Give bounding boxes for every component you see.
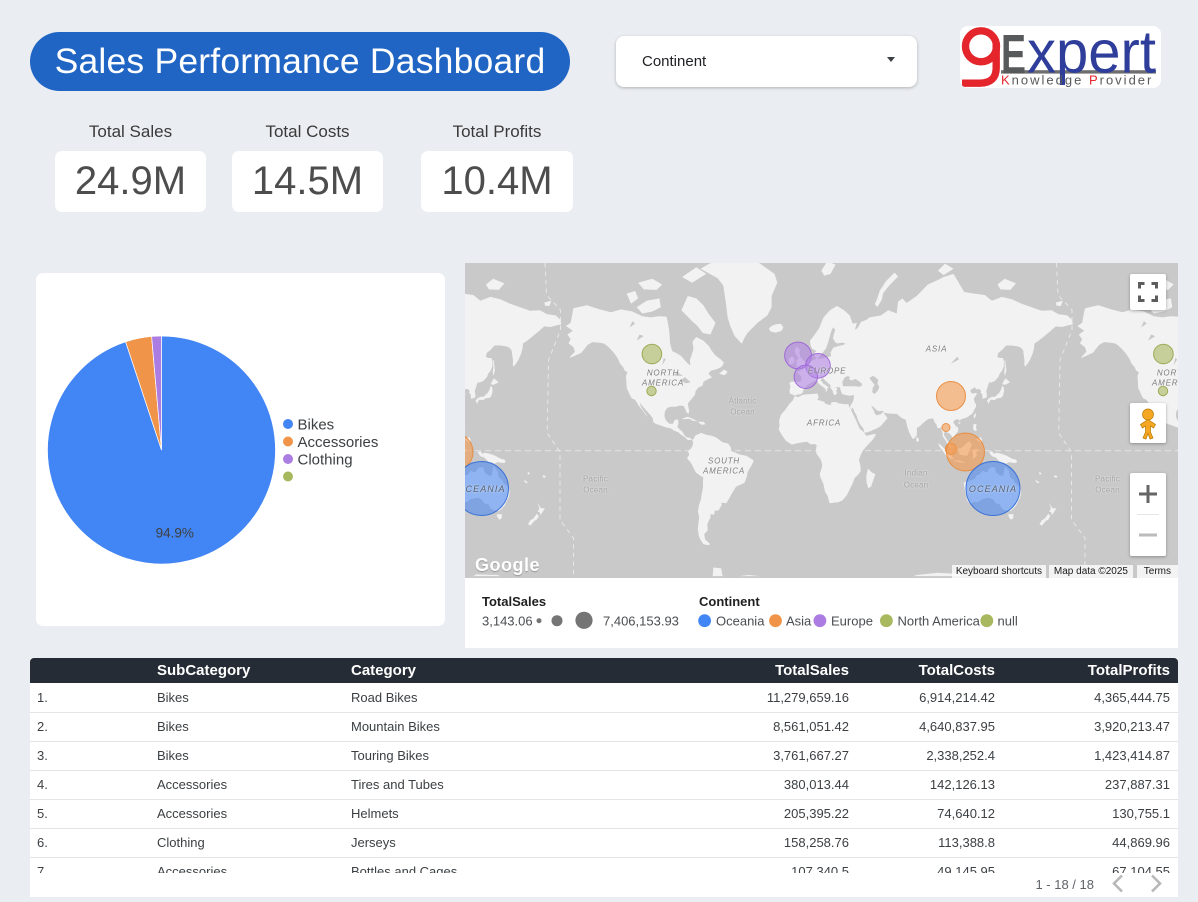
svg-text:7,406,153.93: 7,406,153.93: [603, 613, 679, 628]
svg-text:xpert: xpert: [1027, 26, 1156, 86]
svg-text:Clothing: Clothing: [298, 451, 353, 468]
svg-text:Accessories: Accessories: [298, 434, 379, 451]
svg-text:Bikes: Bikes: [298, 416, 335, 433]
svg-text:E: E: [1001, 26, 1026, 86]
svg-text:Asia: Asia: [786, 613, 812, 628]
svg-text:North America: North America: [898, 613, 981, 628]
svg-text:94.9%: 94.9%: [156, 526, 194, 541]
svg-text:3,143.06: 3,143.06: [482, 613, 533, 628]
svg-text:null: null: [998, 613, 1018, 628]
svg-text:Knowledge Provider: Knowledge Provider: [1001, 73, 1153, 88]
svg-text:Oceania: Oceania: [716, 613, 765, 628]
svg-text:Europe: Europe: [831, 613, 873, 628]
